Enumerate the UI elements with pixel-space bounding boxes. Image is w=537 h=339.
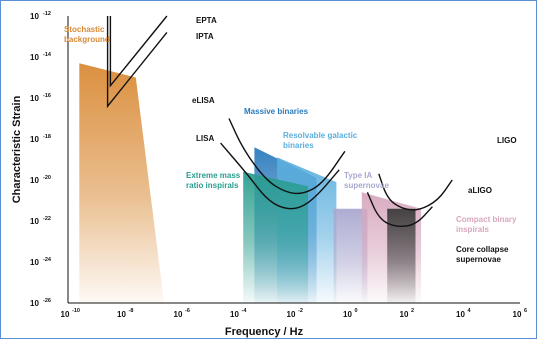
x-tick-label: 10 [400, 310, 409, 319]
curve-lisa [220, 142, 340, 210]
x-tick-label: 10 [61, 310, 70, 319]
x-tick-exponent: -4 [242, 308, 248, 314]
label-ligo: LIGO [497, 136, 517, 145]
y-tick-label: 10 [30, 299, 39, 308]
label-massive-binaries: Massive binaries [244, 107, 309, 116]
curve-ligo [378, 173, 453, 211]
label-ipta: IPTA [196, 32, 214, 41]
x-tick-exponent: -10 [72, 308, 80, 314]
curve-ipta [106, 16, 168, 109]
y-tick-exponent: -22 [43, 216, 51, 222]
y-tick-exponent: -18 [43, 134, 51, 140]
x-tick-exponent: -8 [129, 308, 134, 314]
x-tick-exponent: 4 [468, 308, 472, 314]
curve-elisa [228, 118, 346, 195]
y-tick-label: 10 [30, 135, 39, 144]
label-core-collapse-supernovae: Core collapse supernovae [456, 245, 509, 264]
label-compact-binary-inspirals: Compact binary inspirals [456, 215, 517, 234]
label-extreme-mass-ratio-inspirals: Extreme mass ratio inspirals [186, 171, 241, 190]
x-tick-exponent: 2 [411, 308, 414, 314]
y-axis-title: Characteristic Strain [11, 95, 23, 203]
x-tick-exponent: 6 [524, 308, 527, 314]
label-elisa: eLISA [192, 96, 215, 105]
y-tick-label: 10 [30, 94, 39, 103]
label-resolvable-galactic-binaries: Resolvable galactic binaries [283, 131, 358, 150]
label-lisa: LISA [196, 134, 214, 143]
axes [67, 16, 520, 304]
region-stochastic-background [79, 63, 165, 304]
y-tick-label: 10 [30, 53, 39, 62]
y-tick-exponent: -24 [43, 257, 52, 263]
x-tick-label: 10 [174, 310, 183, 319]
x-axis-title: Frequency / Hz [225, 326, 304, 338]
y-tick-label: 10 [30, 12, 39, 21]
x-tick-label: 10 [513, 310, 522, 319]
y-tick-exponent: -12 [43, 11, 51, 17]
y-tick-exponent: -16 [43, 93, 51, 99]
x-tick-exponent: 0 [355, 308, 358, 314]
label-type-ia-supernovae: Type IA supernovae [344, 171, 389, 190]
x-tick-label: 10 [287, 310, 296, 319]
label-epta: EPTA [196, 16, 217, 25]
region-extreme-mass-ratio-inspirals [243, 171, 309, 303]
label-aligo: aLIGO [468, 186, 492, 195]
x-tick-label: 10 [343, 310, 352, 319]
curve-aligo [366, 192, 433, 228]
y-tick-label: 10 [30, 176, 39, 185]
y-tick-label: 10 [30, 217, 39, 226]
x-tick-exponent: -2 [298, 308, 303, 314]
x-tick-exponent: -6 [185, 308, 190, 314]
x-tick-label: 10 [456, 310, 465, 319]
y-tick-exponent: -20 [43, 175, 51, 181]
source-regions [79, 63, 422, 304]
y-tick-exponent: -26 [43, 298, 51, 304]
source-labels: Stochastic background Massive binaries Reso… [64, 16, 517, 264]
y-tick-exponent: -14 [43, 52, 52, 58]
region-type-ia-supernovae [333, 208, 368, 303]
x-tick-label: 10 [230, 310, 239, 319]
detector-curves [106, 15, 453, 228]
curve-epta [109, 15, 168, 88]
x-tick-label: 10 [117, 310, 126, 319]
tick-labels: 10 -10 10 -8 10 -6 10 -4 10 -2 10 0 10 2 10 4 10 610 -2610… [30, 11, 527, 319]
y-tick-label: 10 [30, 258, 39, 267]
region-core-collapse-supernovae [387, 208, 416, 303]
label-stochastic-background: Stochastic background [64, 25, 110, 44]
